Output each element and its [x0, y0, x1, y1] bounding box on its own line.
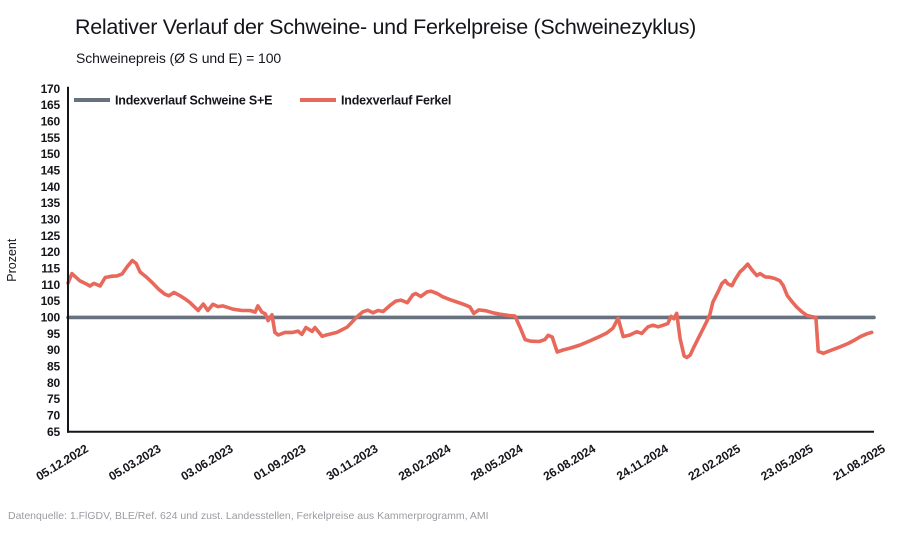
y-tick-label: 95	[47, 327, 60, 341]
x-tick-label: 24.11.2024	[614, 441, 671, 483]
x-tick-label: 21.08.2025	[831, 441, 888, 483]
y-tick-label: 85	[47, 360, 60, 374]
y-tick-label: 125	[41, 229, 61, 243]
page-subtitle: Schweinepreis (Ø S und E) = 100	[76, 50, 282, 66]
y-tick-label: 90	[47, 343, 60, 357]
y-tick-label: 150	[41, 147, 61, 161]
y-tick-label: 155	[41, 131, 61, 145]
y-axis-title: Prozent	[5, 238, 19, 282]
y-tick-label: 65	[47, 425, 60, 439]
x-tick-label: 05.12.2022	[34, 441, 91, 483]
x-tick-label: 28.05.2024	[468, 441, 525, 483]
legend-label: Indexverlauf Schweine S+E	[115, 93, 272, 107]
legend-item-indexverlauf-schweine-s-e: Indexverlauf Schweine S+E	[74, 93, 272, 107]
y-tick-label: 160	[41, 115, 61, 129]
y-tick-label: 80	[47, 376, 60, 390]
x-tick-label: 26.08.2024	[541, 441, 598, 483]
y-tick-label: 105	[41, 294, 61, 308]
x-tick-label: 05.03.2023	[106, 441, 163, 483]
legend-item-indexverlauf-ferkel: Indexverlauf Ferkel	[300, 93, 451, 107]
y-tick-label: 135	[41, 196, 61, 210]
y-tick-label: 75	[47, 392, 60, 406]
y-tick-label: 110	[41, 278, 60, 292]
y-tick-label: 170	[41, 82, 61, 96]
x-tick-label: 23.05.2025	[758, 441, 815, 483]
y-tick-label: 100	[41, 311, 61, 325]
y-tick-label: 115	[41, 262, 60, 276]
x-tick-label: 03.06.2023	[178, 441, 235, 483]
x-tick-label: 28.02.2024	[396, 441, 453, 483]
legend-label: Indexverlauf Ferkel	[341, 93, 451, 107]
page-title: Relativer Verlauf der Schweine- und Ferk…	[75, 15, 697, 39]
y-tick-label: 145	[41, 164, 61, 178]
x-tick-label: 01.09.2023	[251, 441, 308, 483]
chart-legend: Indexverlauf Schweine S+E Indexverlauf Fe…	[74, 93, 451, 107]
data-source-note: Datenquelle: 1.FlGDV, BLE/Ref. 624 und z…	[8, 510, 489, 522]
series-line-indexverlauf-ferkel	[66, 258, 874, 360]
y-tick-label: 165	[41, 98, 61, 112]
x-tick-label: 30.11.2023	[324, 441, 381, 483]
y-tick-label: 70	[47, 409, 60, 423]
x-tick-label: 22.02.2025	[686, 441, 743, 483]
y-tick-label: 130	[41, 213, 61, 227]
series-lines	[66, 258, 876, 360]
x-axis: 05.12.2022 05.03.2023 03.06.2023 01.09.2023…	[34, 430, 888, 483]
y-tick-label: 140	[41, 180, 61, 194]
y-axis: 65 70 75 80 85 90 95 100 105 110 115 120 125 130 135 14…	[5, 82, 69, 439]
y-tick-label: 120	[41, 245, 61, 259]
